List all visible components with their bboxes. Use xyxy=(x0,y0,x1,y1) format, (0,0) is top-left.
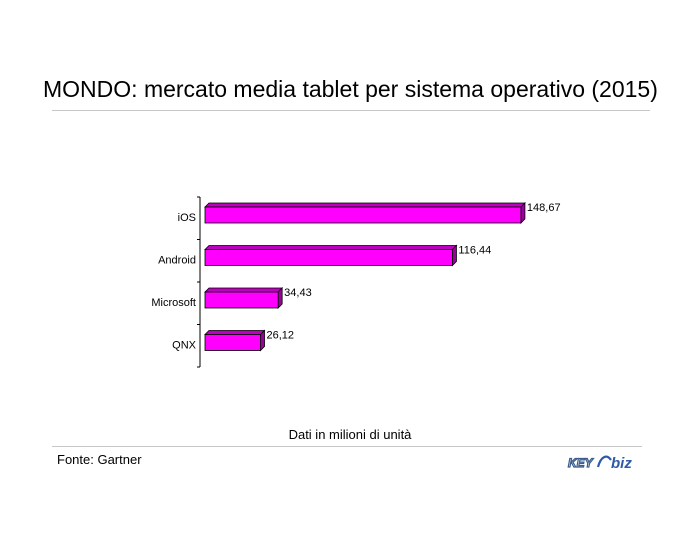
key4biz-logo: KEY biz xyxy=(567,455,632,472)
page-title: MONDO: mercato media tablet per sistema … xyxy=(43,76,658,102)
data-label: 116,44 xyxy=(458,245,491,257)
data-label: 26,12 xyxy=(267,330,295,342)
bar-qnx xyxy=(204,329,266,352)
logo-4-swoosh xyxy=(596,455,612,468)
bar-side-face xyxy=(260,329,265,352)
footer-divider xyxy=(52,446,642,447)
logo-text-key: KEY xyxy=(568,456,594,470)
source-label: Fonte: Gartner xyxy=(57,452,142,467)
bar-side-face xyxy=(452,244,457,267)
bar-top-face xyxy=(204,330,266,335)
bar-side-face xyxy=(520,202,526,224)
bar-chart: 148,67 iOS 116,44 Android 34,43 Microsoft 26,1… xyxy=(151,196,561,368)
data-label: 148,67 xyxy=(527,202,561,214)
bar-front-face xyxy=(204,334,261,351)
bar-front-face xyxy=(204,206,522,224)
logo-text-biz: biz xyxy=(611,455,632,472)
bar-top-face xyxy=(204,287,284,293)
category-label: Microsoft xyxy=(151,297,196,309)
bar-android xyxy=(204,244,458,267)
category-label: iOS xyxy=(178,212,196,224)
title-divider xyxy=(52,110,650,111)
data-label: 34,43 xyxy=(284,287,312,299)
category-label: QNX xyxy=(172,340,197,352)
bar-top-face xyxy=(204,202,526,208)
category-label: Android xyxy=(158,255,196,267)
bar-ios xyxy=(204,202,526,224)
bar-side-face xyxy=(277,287,283,309)
bar-top-face xyxy=(204,245,458,250)
bar-front-face xyxy=(204,249,453,266)
bar-microsoft xyxy=(204,287,284,309)
units-note: Dati in milioni di unità xyxy=(288,427,412,442)
bar-front-face xyxy=(204,291,279,309)
